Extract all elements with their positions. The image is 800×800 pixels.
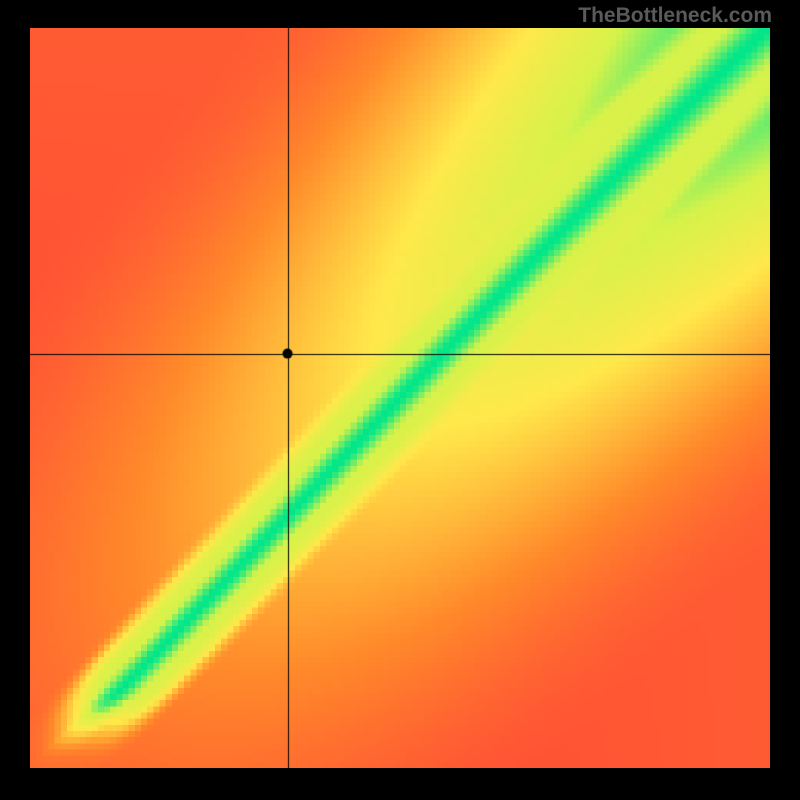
crosshair-overlay	[30, 28, 770, 768]
watermark-text: TheBottleneck.com	[578, 4, 772, 28]
root-container: TheBottleneck.com	[0, 0, 800, 800]
